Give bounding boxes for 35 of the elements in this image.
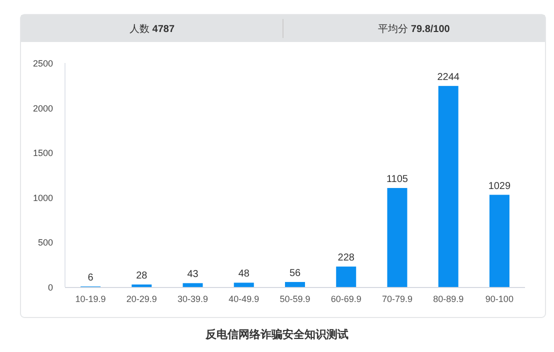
bar (132, 284, 152, 287)
x-tick-label: 90-100 (485, 294, 514, 304)
y-tick-label: 2500 (32, 58, 53, 68)
y-tick-label: 1000 (32, 192, 53, 203)
x-tick-label: 60-69.9 (330, 294, 362, 304)
bar (234, 282, 254, 287)
y-tick-label: 2000 (32, 103, 53, 114)
data-label: 48 (238, 268, 250, 280)
bar (182, 283, 203, 287)
bar (438, 86, 458, 287)
x-tick-label: 50-59.9 (280, 294, 310, 304)
x-tick-label: 20-29.9 (126, 294, 157, 304)
data-label: 56 (289, 268, 301, 279)
y-tick-label: 500 (38, 238, 53, 248)
bar (285, 282, 305, 287)
y-tick-label: 1500 (32, 148, 53, 158)
bar (336, 266, 356, 287)
text: 反电信网络诈骗安全知识测试 (204, 328, 348, 341)
data-label: 6 (88, 272, 94, 284)
bar (489, 194, 510, 287)
data-label: 43 (187, 269, 199, 280)
data-label: 28 (136, 270, 148, 282)
text: 人数 4787 (129, 24, 175, 35)
x-tick-label: 30-39.9 (178, 294, 208, 304)
y-tick-label: 0 (48, 282, 53, 292)
bar (387, 188, 408, 287)
data-label: 1029 (488, 180, 512, 192)
text: 平均分 79.8/100 (378, 23, 450, 35)
x-tick-label: 70-79.9 (382, 294, 412, 304)
x-tick-label: 40-49.9 (228, 294, 260, 304)
x-tick-label: 10-19.9 (75, 294, 106, 304)
data-label: 2244 (437, 72, 460, 83)
data-label: 228 (338, 252, 355, 264)
x-tick-label: 80-89.9 (433, 294, 464, 304)
data-label: 1105 (386, 174, 408, 185)
